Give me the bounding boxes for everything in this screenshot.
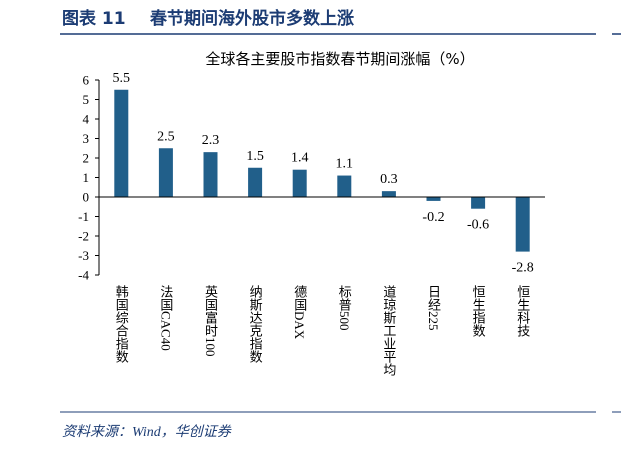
value-label: 2.3 — [202, 133, 220, 148]
x-tick-label: 英国富时100 — [203, 285, 218, 357]
header-label: 图表 11 — [62, 8, 126, 29]
y-tick-label: -4 — [78, 268, 89, 283]
y-tick-label: 4 — [83, 112, 90, 127]
bar — [203, 152, 218, 197]
value-label: 0.3 — [380, 172, 398, 187]
bar — [114, 89, 129, 197]
value-label: -0.6 — [467, 218, 489, 233]
value-label: -0.2 — [422, 210, 444, 225]
chart-title: 全球各主要股市指数春节期间涨幅（%） — [205, 50, 474, 68]
bar — [426, 197, 441, 201]
value-label: 1.5 — [246, 149, 264, 164]
value-label: -2.8 — [512, 261, 534, 276]
x-tick-label: 恒生指数 — [471, 285, 486, 337]
bar — [292, 169, 307, 197]
y-tick-label: 5 — [83, 92, 90, 107]
x-tick-label: 德国DAX — [292, 285, 307, 340]
y-tick-label: 2 — [83, 151, 90, 166]
bar — [337, 175, 352, 197]
bar — [158, 148, 173, 197]
bar — [248, 167, 263, 197]
y-tick-label: -3 — [78, 248, 89, 263]
x-tick-label: 道琼斯工业平均 — [381, 285, 396, 376]
y-tick-label: 0 — [83, 190, 90, 205]
bar — [471, 197, 486, 209]
x-tick-label: 日经225 — [426, 285, 441, 331]
header-title: 春节期间海外股市多数上涨 — [150, 8, 354, 29]
x-tick-label: 恒生科技 — [515, 285, 530, 337]
y-tick-label: 6 — [83, 73, 90, 88]
value-label: 1.4 — [291, 151, 309, 166]
value-label: 1.1 — [336, 157, 354, 172]
x-tick-label: 纳斯达克指数 — [248, 285, 263, 363]
value-label: 5.5 — [113, 71, 131, 86]
value-label: 2.5 — [157, 129, 175, 144]
bar — [381, 191, 396, 197]
y-tick-label: 3 — [83, 131, 90, 146]
x-tick-label: 法国CAC40 — [158, 285, 173, 351]
bar — [515, 197, 530, 252]
y-tick-label: -1 — [78, 209, 89, 224]
source: 资料来源：Wind，华创证券 — [62, 424, 232, 440]
x-tick-label: 标普500 — [337, 285, 352, 331]
x-tick-label: 韩国综合指数 — [114, 285, 129, 363]
y-tick-label: -2 — [78, 229, 89, 244]
y-tick-label: 1 — [83, 170, 90, 185]
